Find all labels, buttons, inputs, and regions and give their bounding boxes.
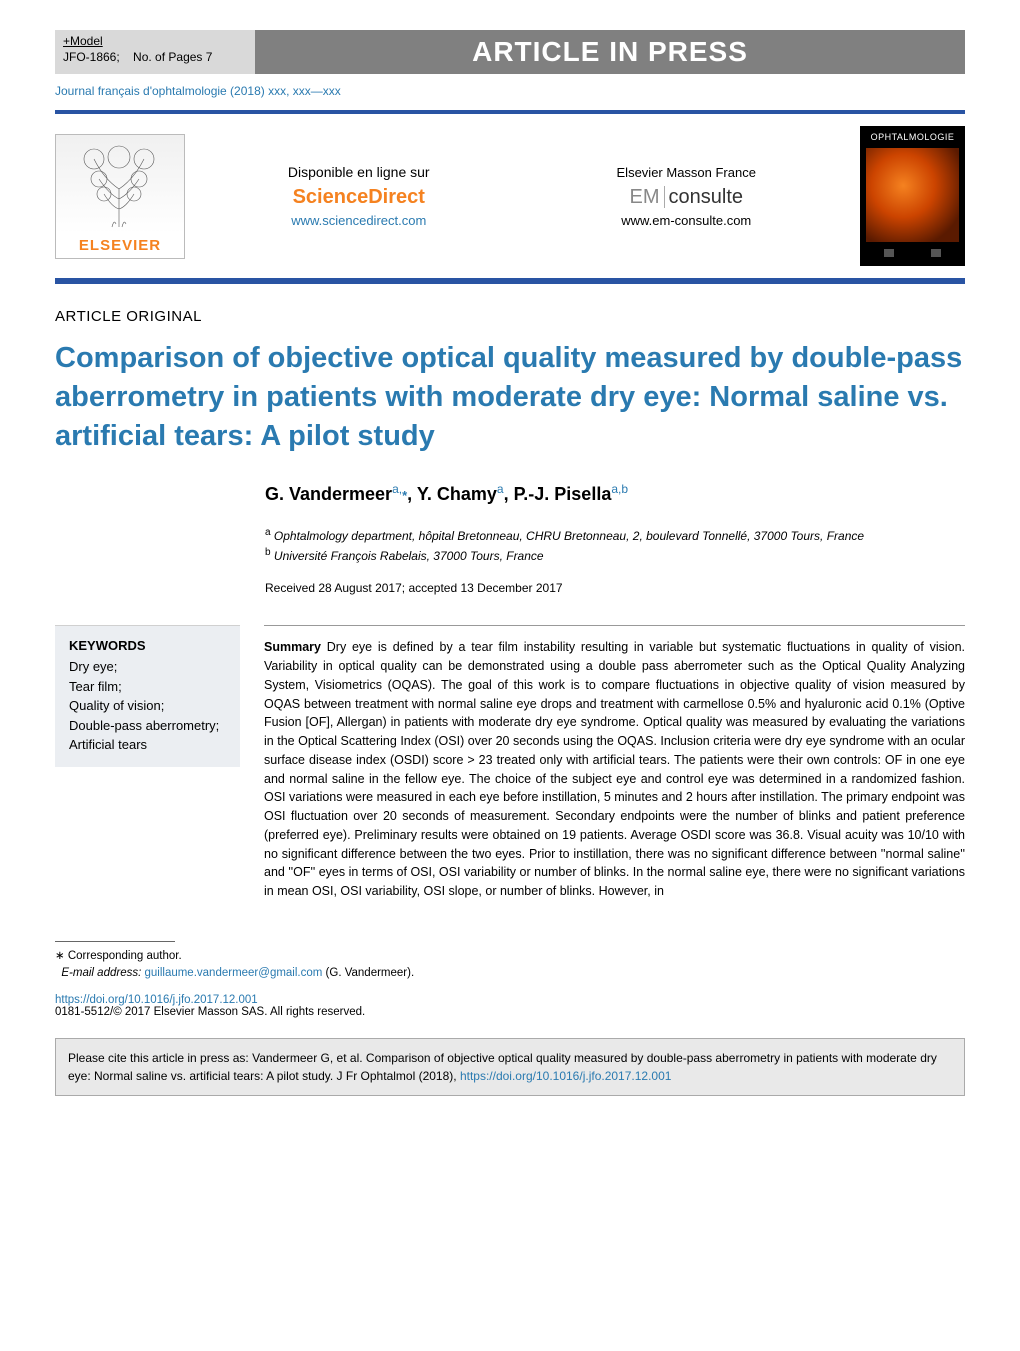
keywords-box: KEYWORDS Dry eye; Tear film; Quality of … bbox=[55, 625, 240, 767]
consulte-text: consulte bbox=[665, 186, 744, 208]
cover-footer bbox=[866, 246, 959, 260]
elsevier-masson-text: Elsevier Masson France bbox=[533, 165, 841, 180]
publisher-header: ELSEVIER Disponible en ligne sur Science… bbox=[55, 110, 965, 284]
article-dates: Received 28 August 2017; accepted 13 Dec… bbox=[265, 581, 965, 595]
article-in-press-banner: ARTICLE IN PRESS bbox=[255, 30, 965, 74]
corr-text: Corresponding author. bbox=[65, 950, 182, 962]
footnotes: ∗ Corresponding author. E-mail address: … bbox=[55, 948, 965, 983]
author-3-affil: a,b bbox=[611, 482, 628, 496]
email-tail: (G. Vandermeer). bbox=[322, 967, 414, 979]
emconsulte-block: Elsevier Masson France EMconsulte www.em… bbox=[533, 165, 841, 228]
section-label: ARTICLE ORIGINAL bbox=[55, 308, 965, 325]
top-bar: +Model JFO-1866; No. of Pages 7 ARTICLE … bbox=[55, 30, 965, 74]
doi-link[interactable]: https://doi.org/10.1016/j.jfo.2017.12.00… bbox=[55, 994, 258, 1006]
disponible-text: Disponible en ligne sur bbox=[205, 164, 513, 180]
sciencedirect-logo: ScienceDirect bbox=[205, 186, 513, 209]
journal-reference[interactable]: Journal français d'ophtalmologie (2018) … bbox=[55, 84, 965, 98]
author-3[interactable]: P.-J. Pisella bbox=[514, 484, 612, 504]
cover-image bbox=[866, 148, 959, 242]
affiliation-b: b Université François Rabelais, 37000 To… bbox=[265, 545, 885, 565]
email-label: E-mail address: bbox=[61, 967, 144, 979]
emconsulte-link[interactable]: www.em-consulte.com bbox=[533, 213, 841, 228]
abstract-text: Dry eye is defined by a tear film instab… bbox=[264, 640, 965, 898]
article-title[interactable]: Comparison of objective optical quality … bbox=[55, 339, 965, 456]
cite-doi[interactable]: https://doi.org/10.1016/j.jfo.2017.12.00… bbox=[460, 1069, 672, 1083]
journal-cover: OPHTALMOLOGIE bbox=[860, 126, 965, 266]
model-box: +Model JFO-1866; No. of Pages 7 bbox=[55, 30, 255, 74]
em-text: EM bbox=[630, 186, 665, 208]
abstract: Summary Dry eye is defined by a tear fil… bbox=[264, 625, 965, 901]
citation-box: Please cite this article in press as: Va… bbox=[55, 1038, 965, 1096]
footnote-rule bbox=[55, 941, 175, 942]
ref-code: JFO-1866; bbox=[63, 50, 120, 64]
emconsulte-logo: EMconsulte bbox=[533, 186, 841, 209]
elsevier-logo: ELSEVIER bbox=[55, 134, 185, 259]
author-1-affil: a, bbox=[392, 482, 402, 496]
author-1[interactable]: G. Vandermeer bbox=[265, 484, 392, 504]
copyright-text: 0181-5512/© 2017 Elsevier Masson SAS. Al… bbox=[55, 1006, 365, 1018]
tree-icon bbox=[64, 139, 174, 229]
keywords-heading: KEYWORDS bbox=[69, 638, 226, 653]
summary-label: Summary bbox=[264, 640, 321, 654]
keywords-list: Dry eye; Tear film; Quality of vision; D… bbox=[69, 657, 226, 755]
doi-block: https://doi.org/10.1016/j.jfo.2017.12.00… bbox=[55, 994, 965, 1018]
author-list: G. Vandermeera,*, Y. Chamya, P.-J. Pisel… bbox=[265, 482, 965, 505]
elsevier-text: ELSEVIER bbox=[79, 237, 161, 254]
sciencedirect-link[interactable]: www.sciencedirect.com bbox=[205, 213, 513, 228]
author-2[interactable]: Y. Chamy bbox=[417, 484, 497, 504]
model-label: +Model bbox=[63, 34, 103, 48]
author-2-affil: a bbox=[497, 482, 504, 496]
affiliation-a: a Ophtalmology department, hôpital Breto… bbox=[265, 525, 885, 545]
cover-title: OPHTALMOLOGIE bbox=[871, 132, 955, 142]
pages-label: No. of Pages 7 bbox=[133, 50, 212, 64]
corr-marker: ∗ bbox=[55, 950, 65, 962]
sciencedirect-block: Disponible en ligne sur ScienceDirect ww… bbox=[205, 164, 513, 228]
corresponding-email[interactable]: guillaume.vandermeer@gmail.com bbox=[144, 967, 322, 979]
